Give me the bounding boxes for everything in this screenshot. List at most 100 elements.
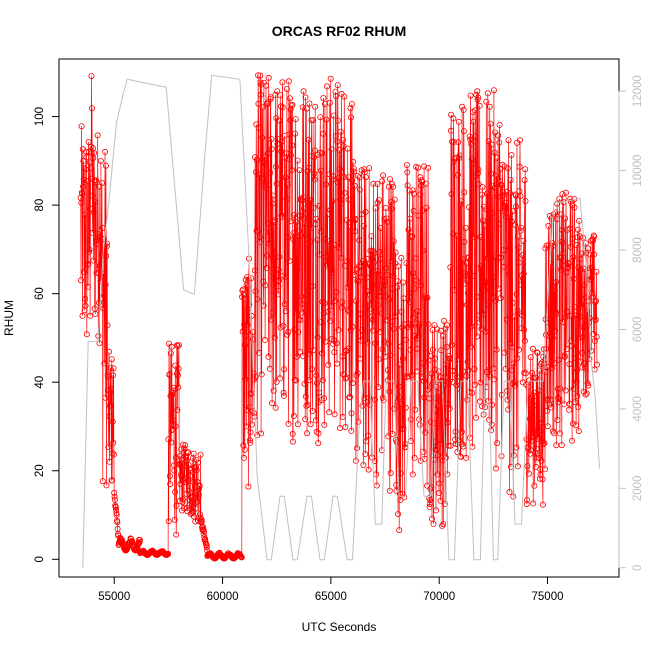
rhum-point (299, 197, 306, 204)
rhum-point (572, 399, 579, 406)
rhum-point (482, 328, 489, 335)
rhum-point (196, 485, 203, 492)
rhum-point (426, 501, 433, 508)
rhum-point (333, 93, 340, 100)
rhum-point (168, 427, 175, 434)
rhum-point (307, 421, 314, 428)
rhum-point (463, 373, 470, 380)
rhum-point (263, 264, 270, 271)
rhum-point (305, 136, 312, 143)
rhum-point (296, 167, 303, 174)
rhum-point (364, 339, 371, 346)
rhum-point (290, 236, 297, 243)
rhum-point (420, 448, 427, 455)
rhum-point (463, 260, 470, 267)
rhum-point (109, 477, 116, 484)
rhum-point (461, 189, 468, 196)
rhum-point (260, 302, 267, 309)
rhum-point (368, 251, 375, 258)
rhum-point (302, 416, 309, 423)
rhum-point (173, 342, 180, 349)
rhum-point (378, 310, 385, 317)
rhum-point (370, 327, 377, 334)
rhum-point (434, 452, 441, 459)
rhum-point (563, 346, 570, 353)
rhum-point (331, 411, 338, 418)
rhum-point (476, 398, 483, 405)
rhum-point (280, 392, 287, 399)
rhum-point (94, 132, 101, 139)
rhum-point (262, 161, 269, 168)
rhum-point (193, 467, 200, 474)
rhum-point (566, 400, 573, 407)
rhum-point (302, 94, 309, 101)
rhum-point (286, 95, 293, 102)
rhum-point (553, 278, 560, 285)
rhum-point (553, 216, 560, 223)
rhum-point (341, 189, 348, 196)
rhum-point (196, 511, 203, 518)
rhum-point (175, 384, 182, 391)
rhum-point (497, 254, 504, 261)
rhum-point (487, 120, 494, 127)
y-tick-label: 60 (34, 287, 46, 300)
rhum-point (362, 208, 369, 215)
rhum-point (367, 263, 374, 270)
rhum-point (348, 427, 355, 434)
rhum-point (172, 423, 179, 430)
rhum-point (500, 263, 507, 270)
rhum-point (493, 346, 500, 353)
rhum-point (106, 348, 113, 355)
rhum-point (282, 174, 289, 181)
rhum-point (174, 342, 181, 349)
rhum-point (300, 88, 307, 95)
rhum-point (508, 367, 515, 374)
rhum-point (465, 366, 472, 373)
rhum-point (541, 368, 548, 375)
rhum-point (537, 428, 544, 435)
rhum-point (476, 102, 483, 109)
rhum-point (514, 307, 521, 314)
rhum-point (561, 353, 568, 360)
rhum-point (521, 326, 528, 333)
rhum-point (427, 497, 434, 504)
rhum-point (344, 284, 351, 291)
rhum-point (194, 497, 201, 504)
rhum-point (471, 272, 478, 279)
rhum-point (575, 428, 582, 435)
rhum-point (373, 268, 380, 275)
rhum-point (492, 129, 499, 136)
rhum-point (286, 257, 293, 264)
rhum-point (386, 487, 393, 494)
rhum-point (184, 450, 191, 457)
rhum-point (367, 305, 374, 312)
rhum-point (435, 368, 442, 375)
rhum-point (407, 346, 414, 353)
rhum-point (565, 261, 572, 268)
rhum-point (437, 497, 444, 504)
rhum-point (257, 91, 264, 98)
y-tick-label: 80 (34, 199, 46, 212)
rhum-point (363, 287, 370, 294)
rhum-point (390, 272, 397, 279)
rhum-point (358, 273, 365, 280)
rhum-point (573, 378, 580, 385)
rhum-point (258, 174, 265, 181)
rhum-point (325, 238, 332, 245)
rhum-point (470, 118, 477, 125)
rhum-point (357, 337, 364, 344)
rhum-point (307, 198, 314, 205)
rhum-point (479, 311, 486, 318)
rhum-point (417, 282, 424, 289)
rhum-point (368, 454, 375, 461)
rhum-point (494, 193, 501, 200)
rhum-point (328, 146, 335, 153)
rhum-point (414, 308, 421, 315)
rhum-point (478, 267, 485, 274)
rhum-point (472, 414, 479, 421)
rhum-point (430, 379, 437, 386)
rhum-point (459, 368, 466, 375)
rhum-point (404, 324, 411, 331)
rhum-point (575, 403, 582, 410)
rhum-point (374, 180, 381, 187)
